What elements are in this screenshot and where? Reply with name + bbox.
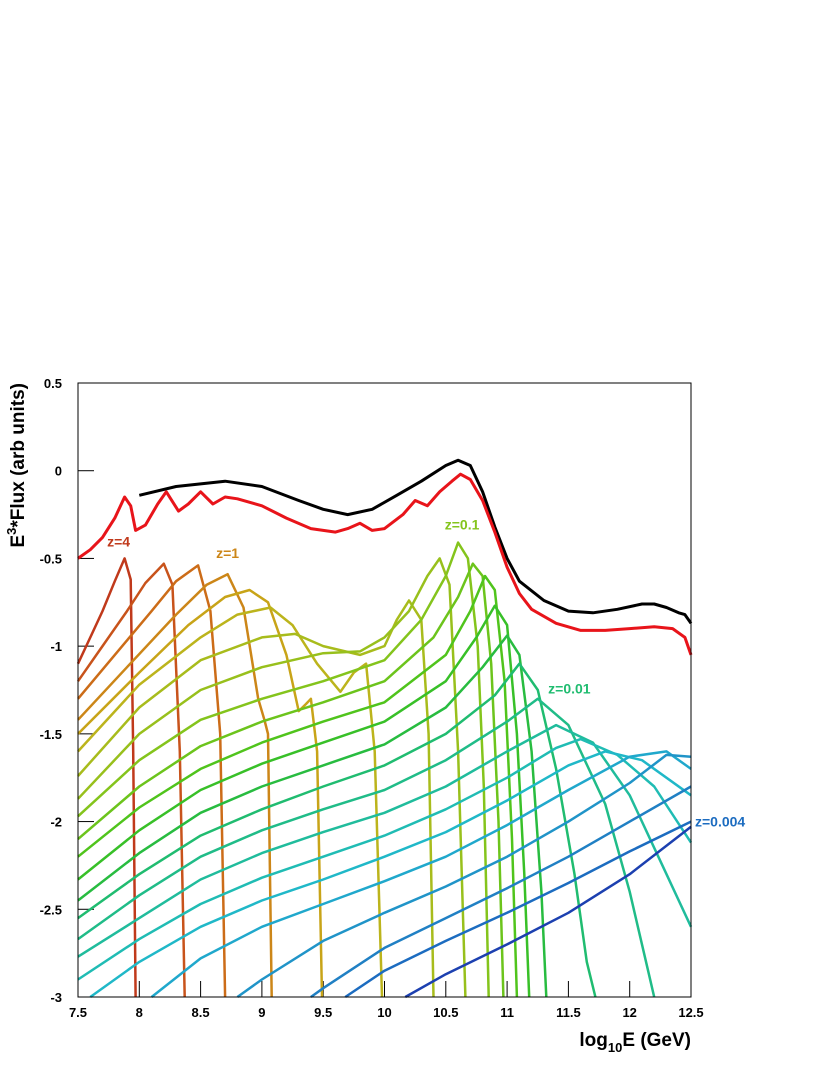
series-line (344, 820, 692, 999)
series-line (138, 458, 693, 625)
x-tick-label: 10.5 (433, 1005, 458, 1020)
series-line (77, 541, 490, 998)
series-line (404, 825, 692, 999)
x-tick-label: 8.5 (192, 1005, 210, 1020)
series-line (76, 557, 137, 998)
x-tick-label: 12 (622, 1005, 636, 1020)
series-label: z=0.1 (445, 517, 480, 533)
x-tick-label: 9.5 (314, 1005, 332, 1020)
series-line (77, 634, 548, 998)
y-tick-label: -1.5 (40, 727, 62, 742)
y-title-part: E (8, 535, 29, 548)
y-tick-label: -3 (50, 990, 62, 1005)
y-tick-label: 0 (55, 464, 62, 479)
series-label: z=0.004 (695, 814, 745, 830)
y-tick-label: -1 (50, 639, 62, 654)
series-label: z=4 (107, 533, 130, 549)
series-line (76, 562, 186, 998)
x-title-sub: 10 (608, 1040, 622, 1055)
series-label: z=1 (216, 545, 239, 561)
series-label: z=0.01 (548, 681, 591, 697)
x-tick-label: 7.5 (69, 1005, 87, 1020)
series-line (77, 606, 384, 998)
plot-frame (77, 382, 692, 998)
x-tick-label: 12.5 (678, 1005, 703, 1020)
series-line (77, 604, 531, 998)
y-tick-label: -2 (50, 815, 62, 830)
series-line (77, 562, 505, 998)
y-tick-label: -0.5 (40, 551, 62, 566)
series-line (310, 785, 692, 999)
x-tick-label: 9 (258, 1005, 265, 1020)
x-tick-label: 8 (136, 1005, 143, 1020)
series-line (77, 557, 467, 998)
series-line (77, 572, 273, 998)
series-line (77, 588, 324, 998)
x-axis-title: log10E (GeV) (579, 1030, 691, 1055)
series-line (150, 750, 692, 998)
y-axis-title: E3*Flux (arb units) (4, 383, 29, 548)
y-title-part: *Flux (arb units) (8, 383, 29, 528)
x-title-part: log (579, 1030, 608, 1051)
x-tick-label: 11 (500, 1005, 514, 1020)
series-line (236, 753, 692, 999)
series-line (77, 662, 597, 998)
series-line (77, 723, 693, 958)
series-line (77, 472, 693, 656)
y-tick-label: 0.5 (44, 376, 62, 391)
y-title-sup: 3 (4, 528, 19, 535)
x-tick-label: 11.5 (556, 1005, 581, 1020)
y-tick-label: -2.5 (40, 902, 62, 917)
series-line (89, 750, 692, 999)
x-title-part: E (GeV) (622, 1030, 691, 1051)
x-tick-label: 10 (377, 1005, 391, 1020)
